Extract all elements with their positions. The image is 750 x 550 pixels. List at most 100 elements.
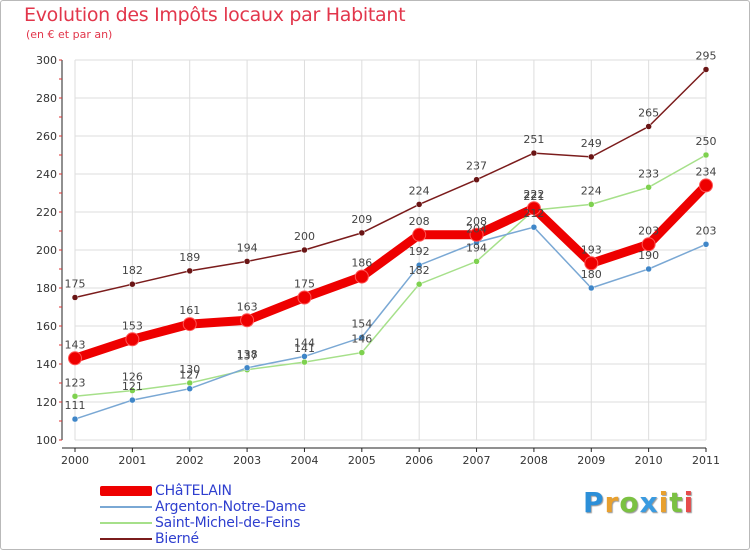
- legend-swatch: [100, 538, 152, 540]
- data-label: 295: [696, 50, 717, 63]
- data-label: 208: [466, 215, 487, 228]
- data-point: [71, 393, 79, 400]
- data-label: 126: [122, 371, 143, 384]
- y-tick-label: 140: [36, 358, 57, 371]
- y-tick-label: 240: [36, 168, 57, 181]
- data-point: [71, 294, 79, 301]
- data-point: [588, 153, 595, 161]
- data-point: [645, 184, 652, 191]
- x-tick-label: 2002: [176, 454, 204, 467]
- data-point: [702, 151, 710, 159]
- x-tick-label: 2011: [692, 454, 720, 467]
- data-point: [129, 280, 136, 288]
- x-tick-label: 2000: [61, 454, 89, 467]
- data-point: [702, 241, 710, 248]
- data-point: [641, 237, 656, 252]
- data-label: 182: [409, 264, 430, 277]
- y-tick-label: 260: [36, 130, 57, 143]
- legend-label: Argenton-Notre-Dame: [155, 499, 306, 515]
- data-label: 180: [581, 268, 602, 281]
- x-tick-label: 2007: [463, 454, 491, 467]
- data-label: 123: [65, 376, 86, 389]
- line-chart: 100 120 140 160 180 200 220 240 260 280 300 2000 200…: [36, 50, 720, 468]
- data-label: 130: [179, 363, 200, 376]
- data-label: 193: [581, 243, 602, 256]
- data-label: 144: [294, 336, 315, 349]
- x-tick-label: 2010: [635, 454, 663, 467]
- x-tick-label: 2008: [520, 454, 548, 467]
- x-tick-label: 2005: [348, 454, 376, 467]
- y-tick-label: 100: [36, 434, 57, 447]
- data-point: [473, 258, 480, 265]
- data-label: 221: [523, 190, 544, 203]
- data-label: 234: [696, 165, 717, 178]
- data-point: [297, 290, 312, 305]
- data-label: 203: [638, 224, 659, 237]
- data-label: 138: [237, 348, 258, 361]
- data-label: 153: [122, 319, 143, 332]
- data-point: [129, 387, 136, 394]
- data-label: 224: [581, 184, 602, 197]
- data-point: [240, 313, 255, 328]
- data-label: 233: [638, 167, 659, 180]
- data-label: 194: [466, 241, 487, 254]
- data-label: 249: [581, 137, 602, 150]
- legend-swatch: [100, 522, 152, 524]
- data-label: 224: [409, 184, 430, 197]
- data-label: 189: [179, 251, 200, 264]
- data-label: 175: [294, 278, 315, 291]
- data-point: [645, 265, 652, 273]
- data-point: [125, 332, 140, 347]
- data-label: 251: [523, 133, 544, 146]
- data-label: 212: [523, 207, 544, 220]
- chart-subtitle: (en € et par an): [26, 28, 113, 41]
- data-label: 154: [351, 317, 372, 330]
- data-point: [588, 201, 595, 208]
- data-label: 192: [409, 245, 430, 258]
- legend-swatch: [100, 506, 152, 508]
- data-point: [243, 364, 251, 372]
- y-tick-label: 160: [36, 320, 57, 333]
- data-point: [415, 261, 423, 269]
- data-point: [584, 256, 599, 271]
- data-point: [301, 358, 308, 366]
- data-label: 175: [65, 278, 86, 291]
- data-label: 209: [351, 213, 372, 226]
- data-label: 141: [294, 342, 315, 355]
- data-point: [469, 227, 484, 242]
- proxiti-logo: Proxiti: [583, 486, 695, 519]
- data-point: [186, 267, 193, 275]
- data-point: [473, 176, 480, 183]
- data-label: 237: [466, 160, 487, 173]
- data-point: [588, 284, 595, 292]
- series-line: [74, 68, 707, 299]
- data-point: [354, 269, 369, 284]
- series-line: [70, 180, 711, 363]
- y-tick-label: 300: [36, 54, 57, 67]
- data-point: [243, 258, 251, 265]
- data-label: 222: [523, 188, 544, 201]
- data-label: 190: [638, 249, 659, 262]
- data-point: [358, 229, 366, 237]
- data-point: [358, 334, 366, 341]
- data-label: 161: [179, 304, 200, 317]
- data-label: 182: [122, 264, 143, 277]
- data-label: 127: [179, 369, 200, 382]
- data-label: 111: [65, 399, 86, 412]
- y-tick-label: 200: [36, 244, 57, 257]
- chart-title: Evolution des Impôts locaux par Habitant: [24, 4, 406, 26]
- data-label: 200: [294, 230, 315, 243]
- x-tick-label: 2009: [577, 454, 605, 467]
- data-point: [415, 201, 423, 208]
- series-line: [74, 154, 707, 398]
- data-point: [182, 317, 197, 332]
- y-tick-label: 120: [36, 396, 57, 409]
- data-label: 146: [351, 333, 372, 346]
- data-label: 137: [237, 350, 258, 363]
- data-point: [358, 349, 366, 356]
- x-tick-label: 2004: [290, 454, 318, 467]
- data-point: [301, 246, 308, 254]
- data-point: [526, 201, 541, 216]
- legend-label: CHâTELAIN: [155, 483, 232, 499]
- data-label: 204: [466, 222, 487, 235]
